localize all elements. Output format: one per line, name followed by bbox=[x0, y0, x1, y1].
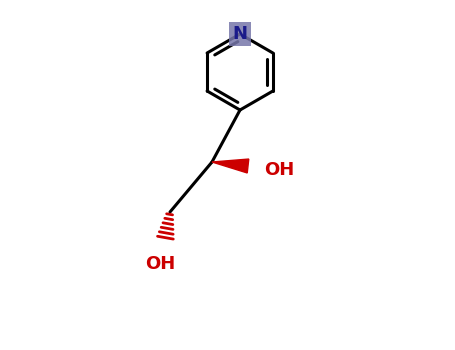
Polygon shape bbox=[212, 159, 249, 173]
Text: N: N bbox=[233, 25, 248, 43]
Text: OH: OH bbox=[145, 255, 175, 273]
Text: OH: OH bbox=[264, 161, 294, 179]
